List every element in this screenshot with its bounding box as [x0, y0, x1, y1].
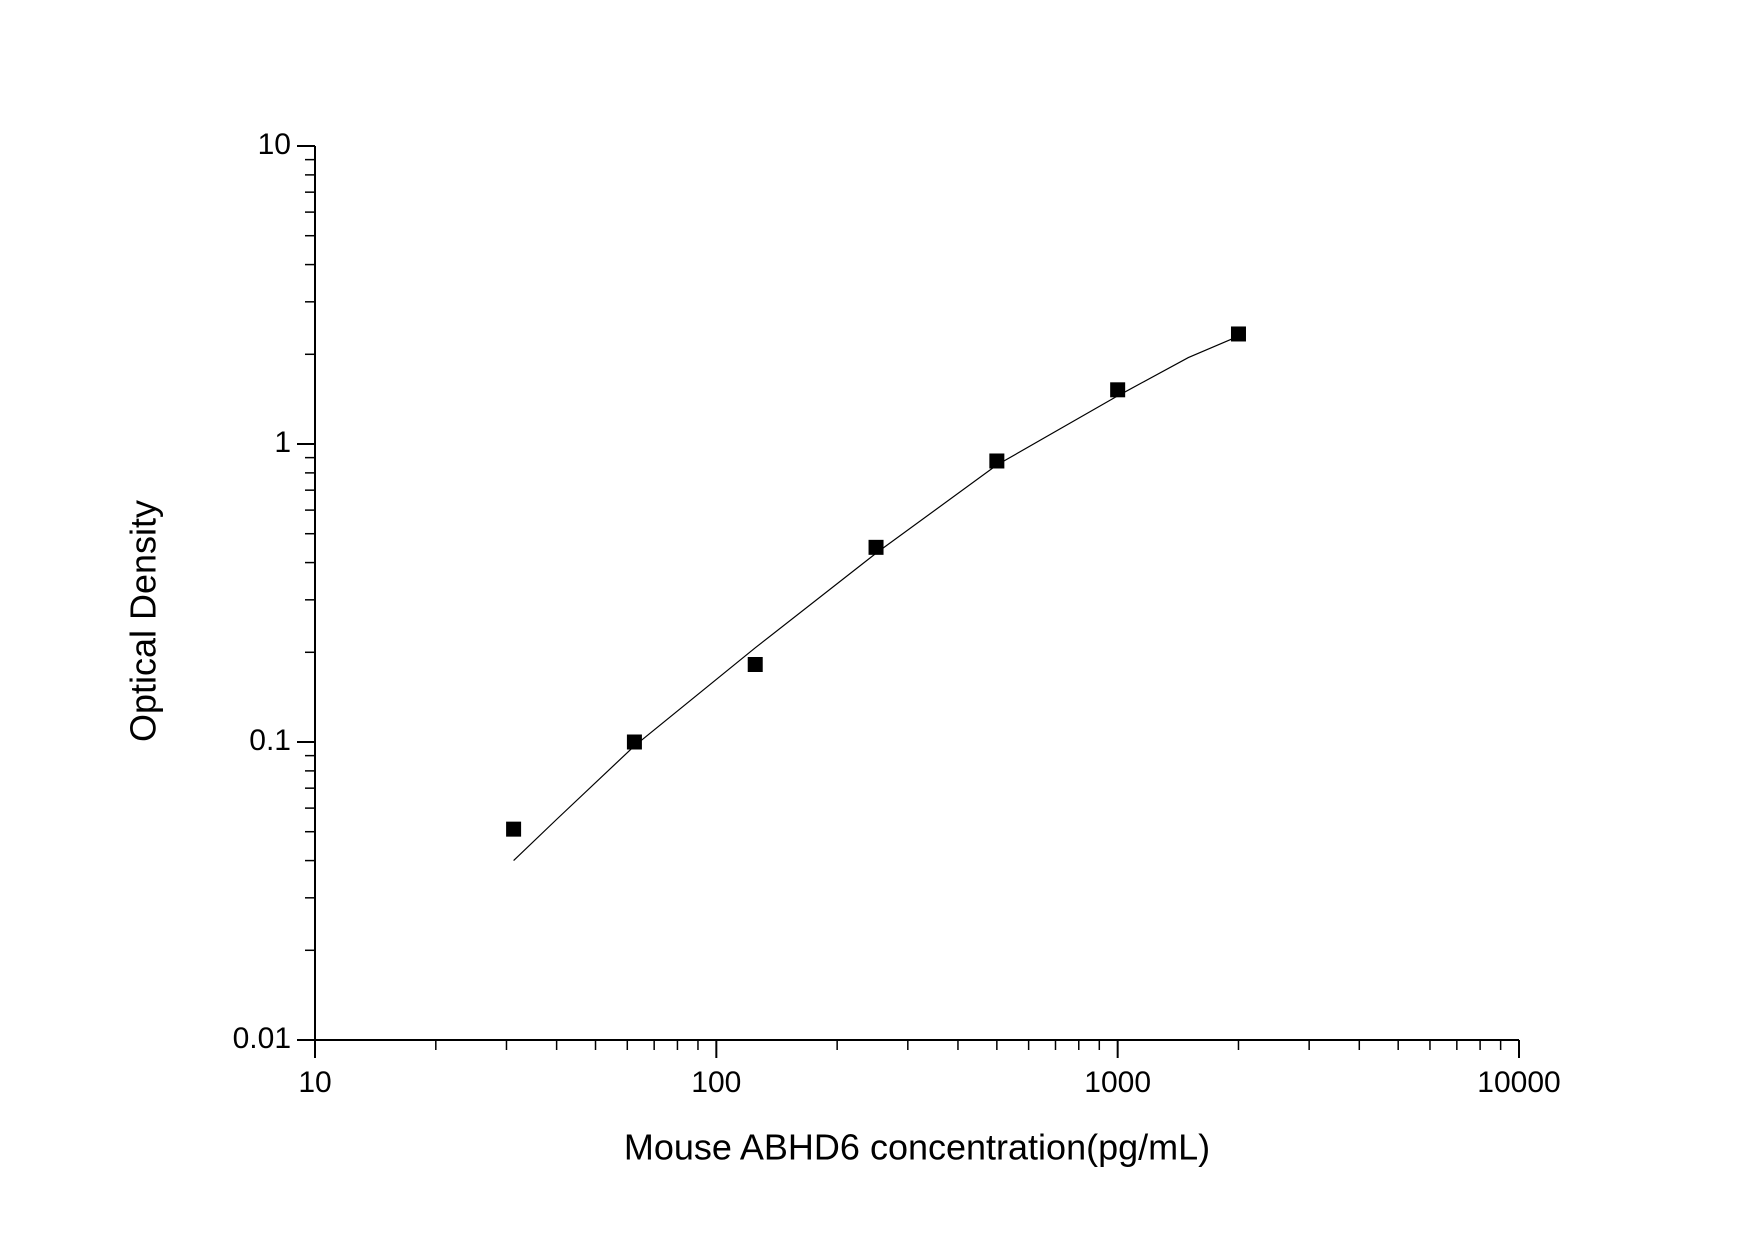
y-tick-label: 0.1 [249, 724, 291, 757]
data-point [1110, 382, 1126, 398]
data-point [868, 539, 884, 555]
y-axis-label: Optical Density [123, 500, 164, 742]
data-point [506, 821, 522, 837]
y-tick-label: 0.01 [233, 1022, 291, 1055]
y-tick-label: 1 [274, 426, 291, 459]
x-tick-label: 10 [298, 1066, 331, 1099]
data-point [747, 656, 763, 672]
data-point [626, 734, 642, 750]
data-point [1230, 326, 1246, 342]
x-tick-label: 10000 [1477, 1066, 1560, 1099]
data-point [989, 453, 1005, 469]
x-axis-label: Mouse ABHD6 concentration(pg/mL) [624, 1127, 1210, 1168]
x-tick-label: 100 [691, 1066, 741, 1099]
y-tick-label: 10 [258, 128, 291, 161]
x-tick-label: 1000 [1084, 1066, 1151, 1099]
fit-curve [513, 335, 1239, 862]
